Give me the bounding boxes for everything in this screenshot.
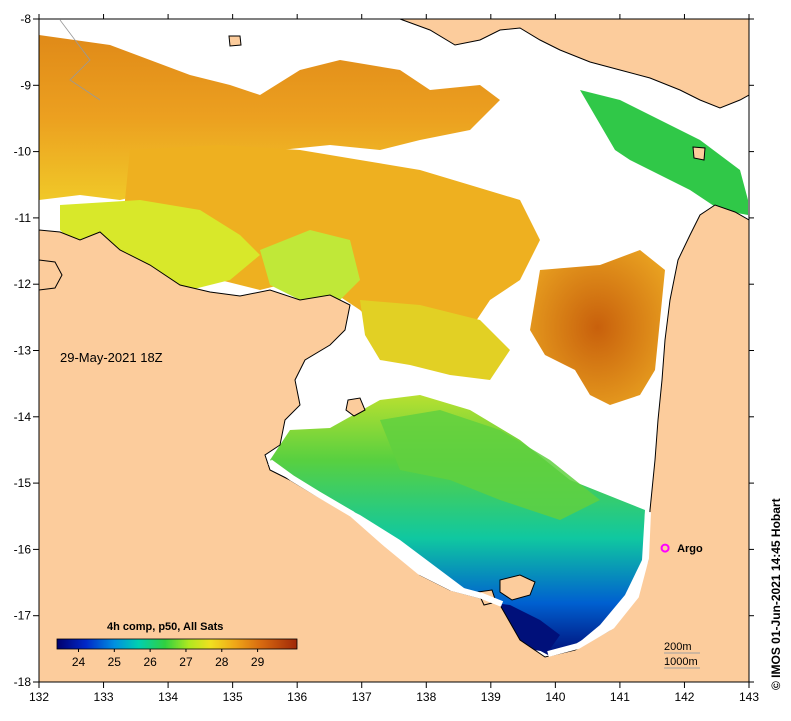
colorbar-tick-label: 28 (215, 655, 229, 669)
y-tick-label: -8 (20, 12, 31, 26)
sst-patch-peninsula (260, 230, 360, 300)
small-island (228, 35, 242, 47)
colorbar: 4h comp, p50, All Sats 24 25 26 27 28 29 (56, 621, 298, 669)
y-tick-label: -18 (14, 675, 32, 689)
border-line (59, 19, 101, 101)
y-tick-label: -11 (15, 211, 32, 225)
argo-label: Argo (677, 543, 703, 555)
x-tick-label: 142 (674, 690, 694, 704)
y-tick-label: -10 (14, 145, 32, 159)
depth-contour-legend: 200m 1000m (664, 641, 700, 669)
x-tick-label: 134 (158, 690, 178, 704)
colorbar-ticks: 24 25 26 27 28 29 (72, 649, 265, 669)
sst-patch-mid-gulf (360, 300, 510, 380)
x-tick-label: 139 (481, 690, 501, 704)
x-tick-label: 138 (416, 690, 436, 704)
colorbar-tick-label: 29 (251, 655, 265, 669)
contour-label-1000m: 1000m (664, 656, 698, 668)
sst-patch-gulf-band (380, 410, 600, 520)
x-tick-label: 135 (223, 690, 243, 704)
argo-marker-icon (660, 543, 670, 553)
x-tick-label: 137 (352, 690, 372, 704)
coastal-no-data-strip (268, 459, 504, 607)
y-axis: -8 -9 -10 -11 -12 -13 -14 -15 -16 -17 -18 (14, 12, 754, 689)
x-tick-label: 133 (94, 690, 114, 704)
x-tick-label: 143 (739, 690, 759, 704)
y-tick-label: -15 (14, 476, 32, 490)
coastal-no-data-strip-east (547, 511, 651, 657)
argo-float-marker[interactable]: Argo (660, 543, 703, 555)
colorbar-ramp (56, 638, 298, 650)
date-label: 29-May-2021 18Z (60, 350, 163, 365)
sst-patch-torres-east (580, 90, 748, 215)
colorbar-tick-label: 24 (72, 655, 86, 669)
y-tick-label: -12 (14, 277, 32, 291)
sst-patch-gulf-south (270, 395, 645, 655)
sst-data (39, 35, 748, 655)
colorbar-title: 4h comp, p50, All Sats (107, 621, 223, 633)
y-tick-label: -16 (14, 542, 32, 556)
y-tick-label: -17 (14, 609, 32, 623)
torres-island (692, 146, 706, 161)
mornington-island (499, 574, 536, 601)
contour-label-200m: 200m (664, 641, 692, 653)
colorbar-tick-label: 25 (108, 655, 122, 669)
y-tick-label: -9 (20, 78, 31, 92)
y-tick-label: -13 (14, 344, 32, 358)
x-tick-label: 132 (29, 690, 49, 704)
colorbar-tick-label: 26 (143, 655, 157, 669)
y-tick-label: -14 (14, 410, 32, 424)
x-tick-label: 140 (545, 690, 565, 704)
credit-label: © IMOS 01-Jun-2021 14:45 Hobart (769, 498, 783, 690)
melville-island-edge (39, 259, 63, 291)
x-axis: 132 133 134 135 136 137 138 139 140 141 142 143 (29, 14, 759, 704)
groote-eylandt (345, 397, 366, 417)
x-tick-label: 136 (287, 690, 307, 704)
new-guinea (399, 19, 749, 109)
x-tick-label: 141 (610, 690, 630, 704)
plot-area (39, 19, 749, 682)
colorbar-tick-label: 27 (179, 655, 193, 669)
sst-patch-cape-york-west (530, 250, 665, 405)
